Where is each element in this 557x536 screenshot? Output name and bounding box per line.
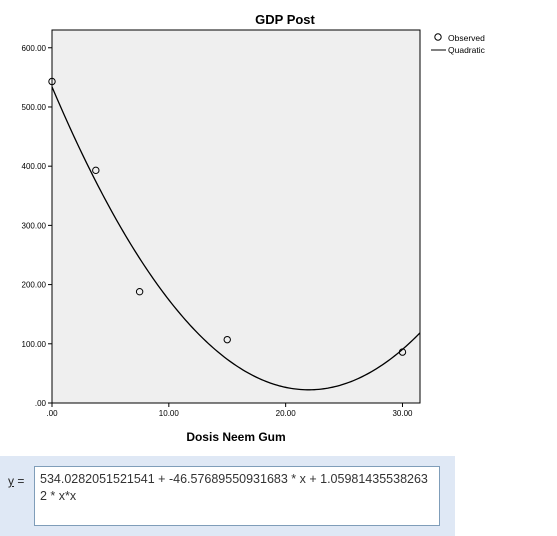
observed-point	[398, 348, 407, 356]
y-tick-label: .00	[35, 399, 47, 408]
observed-points	[48, 77, 407, 356]
chart-title: GDP Post	[255, 12, 315, 27]
observed-point	[223, 335, 231, 344]
y-tick-label: 200.00	[22, 281, 47, 290]
chart: .00100.00200.00300.00400.00500.00600.00 …	[22, 12, 486, 444]
observed-point	[135, 287, 144, 296]
equation-panel: y = 534.0282051521541 + -46.576895509316…	[0, 456, 455, 536]
observed-point	[48, 77, 56, 86]
equation-lhs: y =	[8, 474, 24, 488]
legend-observed-label: Observed	[448, 33, 485, 43]
x-axis-title: Dosis Neem Gum	[186, 430, 285, 444]
quadratic-fit-curve	[51, 86, 421, 391]
observed-point	[92, 166, 100, 175]
y-tick-label: 600.00	[22, 44, 47, 53]
equation-field[interactable]: 534.0282051521541 + -46.57689550931683 *…	[34, 466, 440, 526]
legend: Observed Quadratic	[431, 33, 486, 55]
legend-quadratic-label: Quadratic	[448, 45, 486, 55]
x-tick-label: 20.00	[276, 409, 297, 418]
y-axis: .00 100.00 200.00 300.00 400.00 500.00 600.00	[22, 44, 52, 408]
plot-area	[51, 29, 421, 404]
x-tick-label: 10.00	[159, 409, 180, 418]
y-tick-label: 300.00	[22, 221, 47, 230]
legend-observed-marker	[434, 33, 442, 41]
x-tick-label: .00	[46, 409, 58, 418]
x-axis: .00 10.00 20.00 30.00	[46, 403, 413, 418]
equation-equals: =	[14, 474, 25, 488]
equation-y-label: y	[8, 474, 14, 488]
y-tick-label: 100.00	[22, 340, 47, 349]
y-tick-label: 500.00	[22, 103, 47, 112]
x-tick-label: 30.00	[392, 409, 413, 418]
y-tick-label: 400.00	[22, 162, 47, 171]
